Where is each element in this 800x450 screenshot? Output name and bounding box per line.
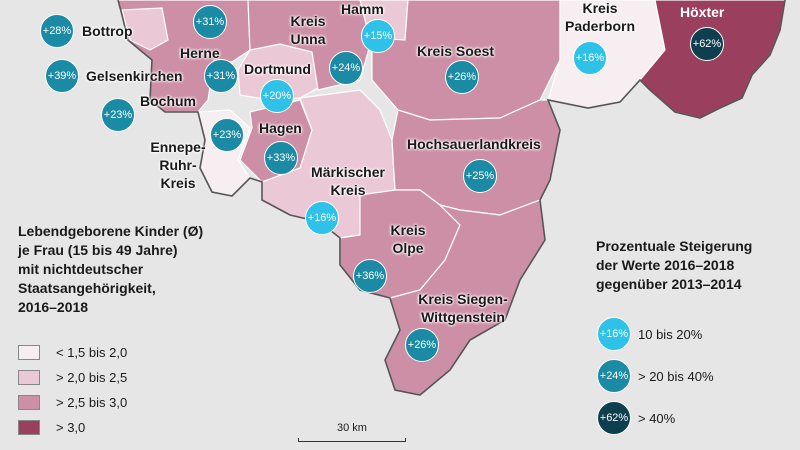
label-herne: Herne <box>180 45 220 61</box>
legend-right-label-3: > 40% <box>638 411 676 426</box>
label-unna-1: Kreis <box>290 13 326 29</box>
legend-label-2: > 2,0 bis 2,5 <box>56 370 128 385</box>
label-paderborn-1: Kreis <box>582 0 618 16</box>
legend-swatch-3 <box>18 395 40 410</box>
label-olpe-1: Kreis <box>390 222 426 238</box>
label-olpe-2: Olpe <box>392 240 424 256</box>
label-hoexter: Höxter <box>680 4 725 20</box>
bubble-hoexter: +62% <box>690 27 724 61</box>
bubble-paderborn: +16% <box>573 41 607 75</box>
scale-bar <box>298 438 406 442</box>
bubble-gelsenkirchen: +39% <box>45 59 79 93</box>
bubble-bochum: +23% <box>101 98 135 132</box>
legend-right-title-2: der Werte 2016–2018 <box>596 257 735 273</box>
label-hamm: Hamm <box>341 1 384 17</box>
label-hochsauerland: Hochsauerlandkreis <box>407 136 541 152</box>
legend-title-4: Staatsangehörigkeit, <box>18 280 156 296</box>
bubble-hochsauerland: +25% <box>463 159 497 193</box>
legend-bubble-3: +62% <box>597 401 631 435</box>
legend-bubble-2: +24% <box>597 359 631 393</box>
legend-title-1: Lebendgeborene Kinder (Ø) <box>18 223 204 239</box>
legend-right-label-2: > 20 bis 40% <box>638 369 714 384</box>
bubble-hagen-west: +23% <box>210 118 244 152</box>
state-border <box>117 0 786 396</box>
label-bochum: Bochum <box>140 93 196 109</box>
legend-label-4: > 3,0 <box>56 420 86 435</box>
label-soest: Kreis Soest <box>417 43 495 59</box>
label-ennepe-2: Ruhr- <box>159 157 197 173</box>
legend-right-title-1: Prozentuale Steigerung <box>596 238 753 254</box>
bubble-dortmund: +20% <box>260 79 294 113</box>
bubble-unna: +24% <box>329 51 363 85</box>
label-unna-2: Unna <box>290 31 326 47</box>
legend-right-title-3: gegenüber 2013–2014 <box>596 276 742 292</box>
label-maerkischer-2: Kreis <box>330 182 366 198</box>
bubble-olpe: +36% <box>353 259 387 293</box>
legend-swatch-2 <box>18 370 40 385</box>
label-bottrop: Bottrop <box>82 23 133 39</box>
legend-title-3: mit nichtdeutscher <box>18 261 144 277</box>
label-siegen-2: Wittgenstein <box>421 309 505 325</box>
bubble-hamm: +15% <box>361 19 395 53</box>
legend-right-label-1: 10 bis 20% <box>638 327 703 342</box>
label-gelsenkirchen: Gelsenkirchen <box>86 68 183 84</box>
bubble-siegen: +26% <box>405 328 439 362</box>
bubble-maerkischer: +16% <box>305 201 339 235</box>
label-ennepe-3: Kreis <box>160 175 196 191</box>
bubble-herne: +31% <box>193 5 227 39</box>
legend-bubble-1: +16% <box>597 317 631 351</box>
label-hagen: Hagen <box>259 120 302 136</box>
legend-swatch-1 <box>18 345 40 360</box>
region-bottrop <box>121 7 169 51</box>
legend-title-2: je Frau (15 bis 49 Jahre) <box>18 242 178 258</box>
label-ennepe-1: Ennepe- <box>150 139 206 155</box>
label-maerkischer-1: Märkischer <box>311 164 385 180</box>
label-paderborn-2: Paderborn <box>564 18 636 34</box>
bubble-soest: +26% <box>445 60 479 94</box>
legend-label-3: > 2,5 bis 3,0 <box>56 395 128 410</box>
scale-label: 30 km <box>337 422 367 434</box>
legend-title-5: 2016–2018 <box>18 299 89 315</box>
bubble-hagen: +33% <box>264 141 298 175</box>
legend-swatch-4 <box>18 420 40 435</box>
bubble-gelsenkirchen-2: +31% <box>204 59 238 93</box>
bubble-bottrop: +28% <box>40 14 74 48</box>
label-siegen-1: Kreis Siegen- <box>418 291 508 307</box>
legend-label-1: < 1,5 bis 2,0 <box>56 345 128 360</box>
label-dortmund: Dortmund <box>244 61 311 77</box>
